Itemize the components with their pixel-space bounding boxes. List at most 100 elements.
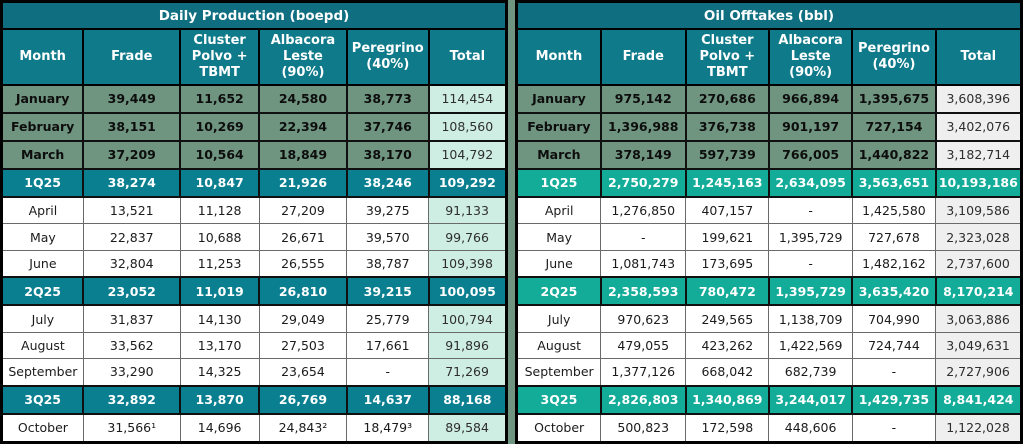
month-cell: October xyxy=(1,413,84,443)
value-cell: 448,606 xyxy=(768,413,853,443)
table-row: October 500,823 172,598 448,606-1,122,028 xyxy=(515,413,1022,443)
value-cell: 26,769 xyxy=(258,384,348,415)
value-cell: 23,052 xyxy=(82,276,182,307)
month-cell: 3Q25 xyxy=(0,384,85,415)
value-cell: 270,686 xyxy=(684,84,770,114)
value-cell: 970,623 xyxy=(600,304,687,333)
value-cell: 1,429,735 xyxy=(851,384,937,415)
value-cell: 26,810 xyxy=(258,276,348,307)
value-cell: 1,422,569 xyxy=(768,331,853,360)
value-cell: 901,197 xyxy=(767,111,854,142)
value-cell: - xyxy=(768,196,853,225)
total-cell: 91,896 xyxy=(428,331,507,360)
value-cell: 22,837 xyxy=(82,223,181,251)
value-cell: 3,635,420 xyxy=(851,276,937,307)
total-cell: 109,398 xyxy=(428,249,507,278)
total-cell: 3,402,076 xyxy=(934,111,1023,142)
value-cell: 407,157 xyxy=(685,196,770,225)
column-header-row: Month Frade Cluster Polvo + TBMT Albacora L… xyxy=(515,28,1023,86)
value-cell: 500,823 xyxy=(600,413,687,443)
value-cell: 37,209 xyxy=(82,139,182,170)
table-row: January 39,449 11,652 24,580 38,773 114,454 xyxy=(0,84,508,114)
value-cell: 38,151 xyxy=(82,111,182,142)
total-cell: 3,109,586 xyxy=(935,196,1022,225)
table-row: February 38,151 10,269 22,394 37,746 108,560 xyxy=(0,111,508,142)
month-cell: August xyxy=(515,331,602,360)
value-cell: 11,253 xyxy=(179,249,260,278)
table-row: April 1,276,850 407,157-1,425,580 3,109,586 xyxy=(515,196,1022,225)
total-cell: 8,170,214 xyxy=(934,276,1023,307)
value-cell: 668,042 xyxy=(685,358,770,387)
total-cell: 114,454 xyxy=(427,84,508,114)
value-cell: 31,837 xyxy=(82,304,181,333)
table-row: 2Q25 2,358,593 780,472 1,395,729 3,635,420 8,… xyxy=(515,276,1023,307)
value-cell: 766,005 xyxy=(767,139,854,170)
table-title-row: Oil Offtakes (bbl) xyxy=(515,0,1023,30)
value-cell: 33,562 xyxy=(82,331,181,360)
value-cell: 23,654 xyxy=(258,358,348,387)
column-header: Cluster Polvo + TBMT xyxy=(684,28,770,86)
table-title-row: Daily Production (boepd) xyxy=(0,0,508,30)
month-cell: March xyxy=(515,139,602,170)
table-row: May 22,837 10,688 26,671 39,570 99,766 xyxy=(1,223,507,251)
table-body: January 39,449 11,652 24,580 38,773 114,454 Fe… xyxy=(0,84,508,443)
total-cell: 2,737,600 xyxy=(935,249,1022,278)
value-cell: 1,245,163 xyxy=(684,167,770,198)
total-cell: 10,193,186 xyxy=(934,167,1023,198)
total-cell: 108,560 xyxy=(427,111,508,142)
value-cell: 10,847 xyxy=(179,167,261,198)
value-cell: 423,262 xyxy=(685,331,770,360)
column-header: Month xyxy=(0,28,85,86)
total-cell: 3,608,396 xyxy=(934,84,1023,114)
value-cell: 33,290 xyxy=(82,358,181,387)
month-cell: 1Q25 xyxy=(515,167,602,198)
column-header: Frade xyxy=(82,28,182,86)
value-cell: 27,503 xyxy=(258,331,348,360)
value-cell: 27,209 xyxy=(258,196,348,225)
total-cell: 3,063,886 xyxy=(935,304,1022,333)
value-cell: 11,128 xyxy=(179,196,260,225)
month-cell: 2Q25 xyxy=(0,276,85,307)
table-row: September 1,377,126 668,042 682,739-2,727,9… xyxy=(515,358,1022,387)
month-cell: February xyxy=(515,111,602,142)
value-cell: 14,637 xyxy=(345,384,430,415)
value-cell: 249,565 xyxy=(685,304,770,333)
total-cell: 109,292 xyxy=(427,167,508,198)
value-cell: - xyxy=(851,413,937,443)
value-cell: 10,269 xyxy=(179,111,261,142)
total-cell: 100,095 xyxy=(427,276,508,307)
month-cell: April xyxy=(1,196,84,225)
table-oil-offtakes: Oil Offtakes (bbl) Month Frade Cluster Pol… xyxy=(515,0,1023,444)
month-cell: March xyxy=(0,139,85,170)
table-row: 3Q25 32,892 13,870 26,769 14,637 88,168 xyxy=(0,384,508,415)
value-cell: 1,276,850 xyxy=(600,196,687,225)
table-body: January 975,142 270,686 966,894 1,395,675 3,6… xyxy=(515,84,1023,443)
table-row: October 31,566¹ 14,696 24,843² 18,479³ 89,584 xyxy=(1,413,507,443)
value-cell: 1,395,729 xyxy=(767,276,854,307)
value-cell: 14,130 xyxy=(179,304,260,333)
total-cell: 2,727,906 xyxy=(935,358,1022,387)
value-cell: 38,170 xyxy=(345,139,430,170)
value-cell: 39,449 xyxy=(82,84,182,114)
total-cell: 91,133 xyxy=(428,196,507,225)
value-cell: 24,843² xyxy=(258,413,348,443)
table-row: July 970,623 249,565 1,138,709 704,990 3,063,… xyxy=(515,304,1022,333)
table-row: June 1,081,743 173,695-1,482,162 2,737,600 xyxy=(515,249,1022,278)
table-row: 1Q25 2,750,279 1,245,163 2,634,095 3,563,651… xyxy=(515,167,1023,198)
table-row: May -199,621 1,395,729 727,678 2,323,028 xyxy=(515,223,1022,251)
value-cell: 479,055 xyxy=(600,331,687,360)
table-row: February 1,396,988 376,738 901,197 727,154 3,… xyxy=(515,111,1023,142)
value-cell: 1,138,709 xyxy=(768,304,853,333)
table-row: January 975,142 270,686 966,894 1,395,675 3,6… xyxy=(515,84,1023,114)
value-cell: 1,396,988 xyxy=(599,111,687,142)
month-cell: September xyxy=(515,358,602,387)
value-cell: 18,479³ xyxy=(346,413,430,443)
table-title: Daily Production (boepd) xyxy=(0,0,508,30)
value-cell: 1,081,743 xyxy=(600,249,687,278)
value-cell: 3,563,651 xyxy=(851,167,937,198)
column-header: Peregrino (40%) xyxy=(851,28,937,86)
value-cell: 25,779 xyxy=(346,304,430,333)
value-cell: 682,739 xyxy=(768,358,853,387)
total-cell: 89,584 xyxy=(428,413,507,443)
month-cell: August xyxy=(1,331,84,360)
